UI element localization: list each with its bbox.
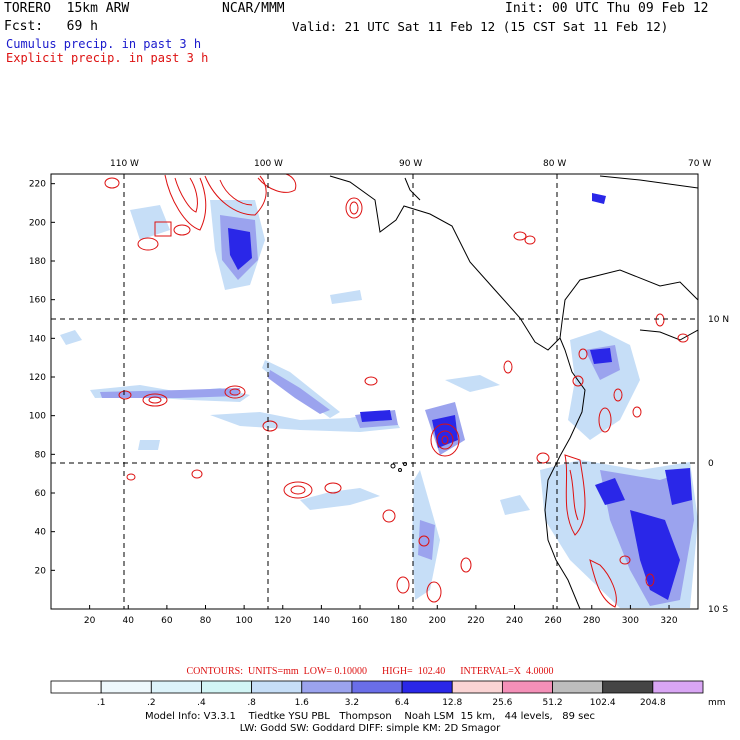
lon-label: 80 W	[543, 159, 566, 169]
colorbar-swatch	[251, 680, 303, 694]
x-tick-label: 120	[274, 616, 291, 626]
x-tick-label: 180	[390, 616, 407, 626]
colorbar-label: .8	[247, 698, 256, 708]
colorbar-swatch	[501, 680, 553, 694]
x-tick-label: 280	[583, 616, 600, 626]
colorbar-label: 12.8	[442, 698, 462, 708]
map-frame	[50, 173, 699, 610]
y-tick-label: 200	[29, 218, 46, 228]
graticule	[51, 174, 698, 609]
colorbar-swatch	[602, 680, 654, 694]
axis-ticks: 20 40 60 80 100 120 140 160 180 200 220 240 260 280 30…	[29, 180, 678, 626]
colorbar-unit: mm	[708, 698, 726, 708]
colorbar-label: 1.6	[295, 698, 310, 708]
y-tick-label: 120	[29, 373, 46, 383]
x-tick-label: 40	[123, 616, 135, 626]
colorbar-swatch	[201, 680, 253, 694]
valid-time: Valid: 21 UTC Sat 11 Feb 12 (15 CST Sat …	[292, 19, 669, 34]
forecast-hour: Fcst: 69 h	[4, 19, 98, 34]
lon-label: 100 W	[254, 159, 283, 169]
model-info-line1: Model Info: V3.3.1 Tiedtke YSU PBL Thomp…	[144, 711, 596, 722]
y-tick-label: 160	[29, 296, 46, 306]
x-tick-label: 200	[429, 616, 446, 626]
colorbar-swatch	[100, 680, 152, 694]
y-tick-label: 80	[35, 450, 47, 460]
x-tick-label: 80	[200, 616, 212, 626]
y-tick-label: 100	[29, 412, 46, 422]
x-tick-label: 260	[545, 616, 562, 626]
x-tick-label: 300	[622, 616, 639, 626]
y-tick-label: 180	[29, 257, 46, 267]
colorbar-swatch	[351, 680, 403, 694]
colorbar-swatch	[401, 680, 453, 694]
lat-label: 0	[708, 459, 714, 469]
explicit-contours	[104, 174, 689, 608]
colorbar-label: 6.4	[395, 698, 410, 708]
colorbar-label: .2	[147, 698, 156, 708]
lon-label: 110 W	[110, 159, 139, 169]
y-tick-label: 140	[29, 334, 46, 344]
x-tick-label: 320	[660, 616, 677, 626]
x-tick-label: 100	[236, 616, 253, 626]
cumulus-field-title: Cumulus precip. in past 3 h	[6, 37, 202, 51]
colorbar-label: .4	[197, 698, 206, 708]
colorbar-label: 102.4	[590, 698, 616, 708]
lon-label: 70 W	[688, 159, 711, 169]
colorbar: .1 .2 .4 .8 1.6 3.2 6.4 12.8 25.6 51.2 102.4 204.8	[50, 680, 704, 708]
x-tick-label: 20	[84, 616, 96, 626]
lon-label: 90 W	[399, 159, 422, 169]
explicit-field-title: Explicit precip. in past 3 h	[6, 51, 209, 65]
colorbar-label: 204.8	[640, 698, 666, 708]
init-time: Init: 00 UTC Thu 09 Feb 12	[505, 1, 709, 16]
y-tick-label: 220	[29, 180, 46, 190]
model-title: TORERO 15km ARW	[4, 1, 130, 16]
colorbar-label: 25.6	[492, 698, 512, 708]
x-tick-label: 220	[467, 616, 484, 626]
lat-label: 10 S	[708, 605, 728, 615]
org-title: NCAR/MMM	[222, 1, 285, 16]
colorbar-swatch	[552, 680, 604, 694]
x-tick-label: 140	[313, 616, 330, 626]
lat-label: 10 N	[708, 315, 729, 325]
colorbar-swatch	[50, 680, 102, 694]
y-tick-label: 40	[35, 528, 47, 538]
contour-info: CONTOURS: UNITS=mm LOW= 0.10000 HIGH= 10…	[186, 666, 554, 677]
y-tick-label: 20	[35, 566, 47, 576]
colorbar-label: .1	[97, 698, 106, 708]
colorbar-swatch	[652, 680, 704, 694]
x-tick-label: 60	[161, 616, 173, 626]
colorbar-swatch	[301, 680, 353, 694]
colorbar-swatch	[150, 680, 202, 694]
colorbar-label: 3.2	[345, 698, 359, 708]
x-tick-label: 240	[506, 616, 523, 626]
coastlines	[329, 175, 698, 609]
colorbar-label: 51.2	[543, 698, 563, 708]
model-info-line2: LW: Godd SW: Goddard DIFF: simple KM: 2D…	[239, 723, 501, 734]
x-tick-label: 160	[351, 616, 368, 626]
colorbar-swatch	[451, 680, 503, 694]
y-tick-label: 60	[35, 489, 47, 499]
precip-field	[60, 193, 698, 608]
